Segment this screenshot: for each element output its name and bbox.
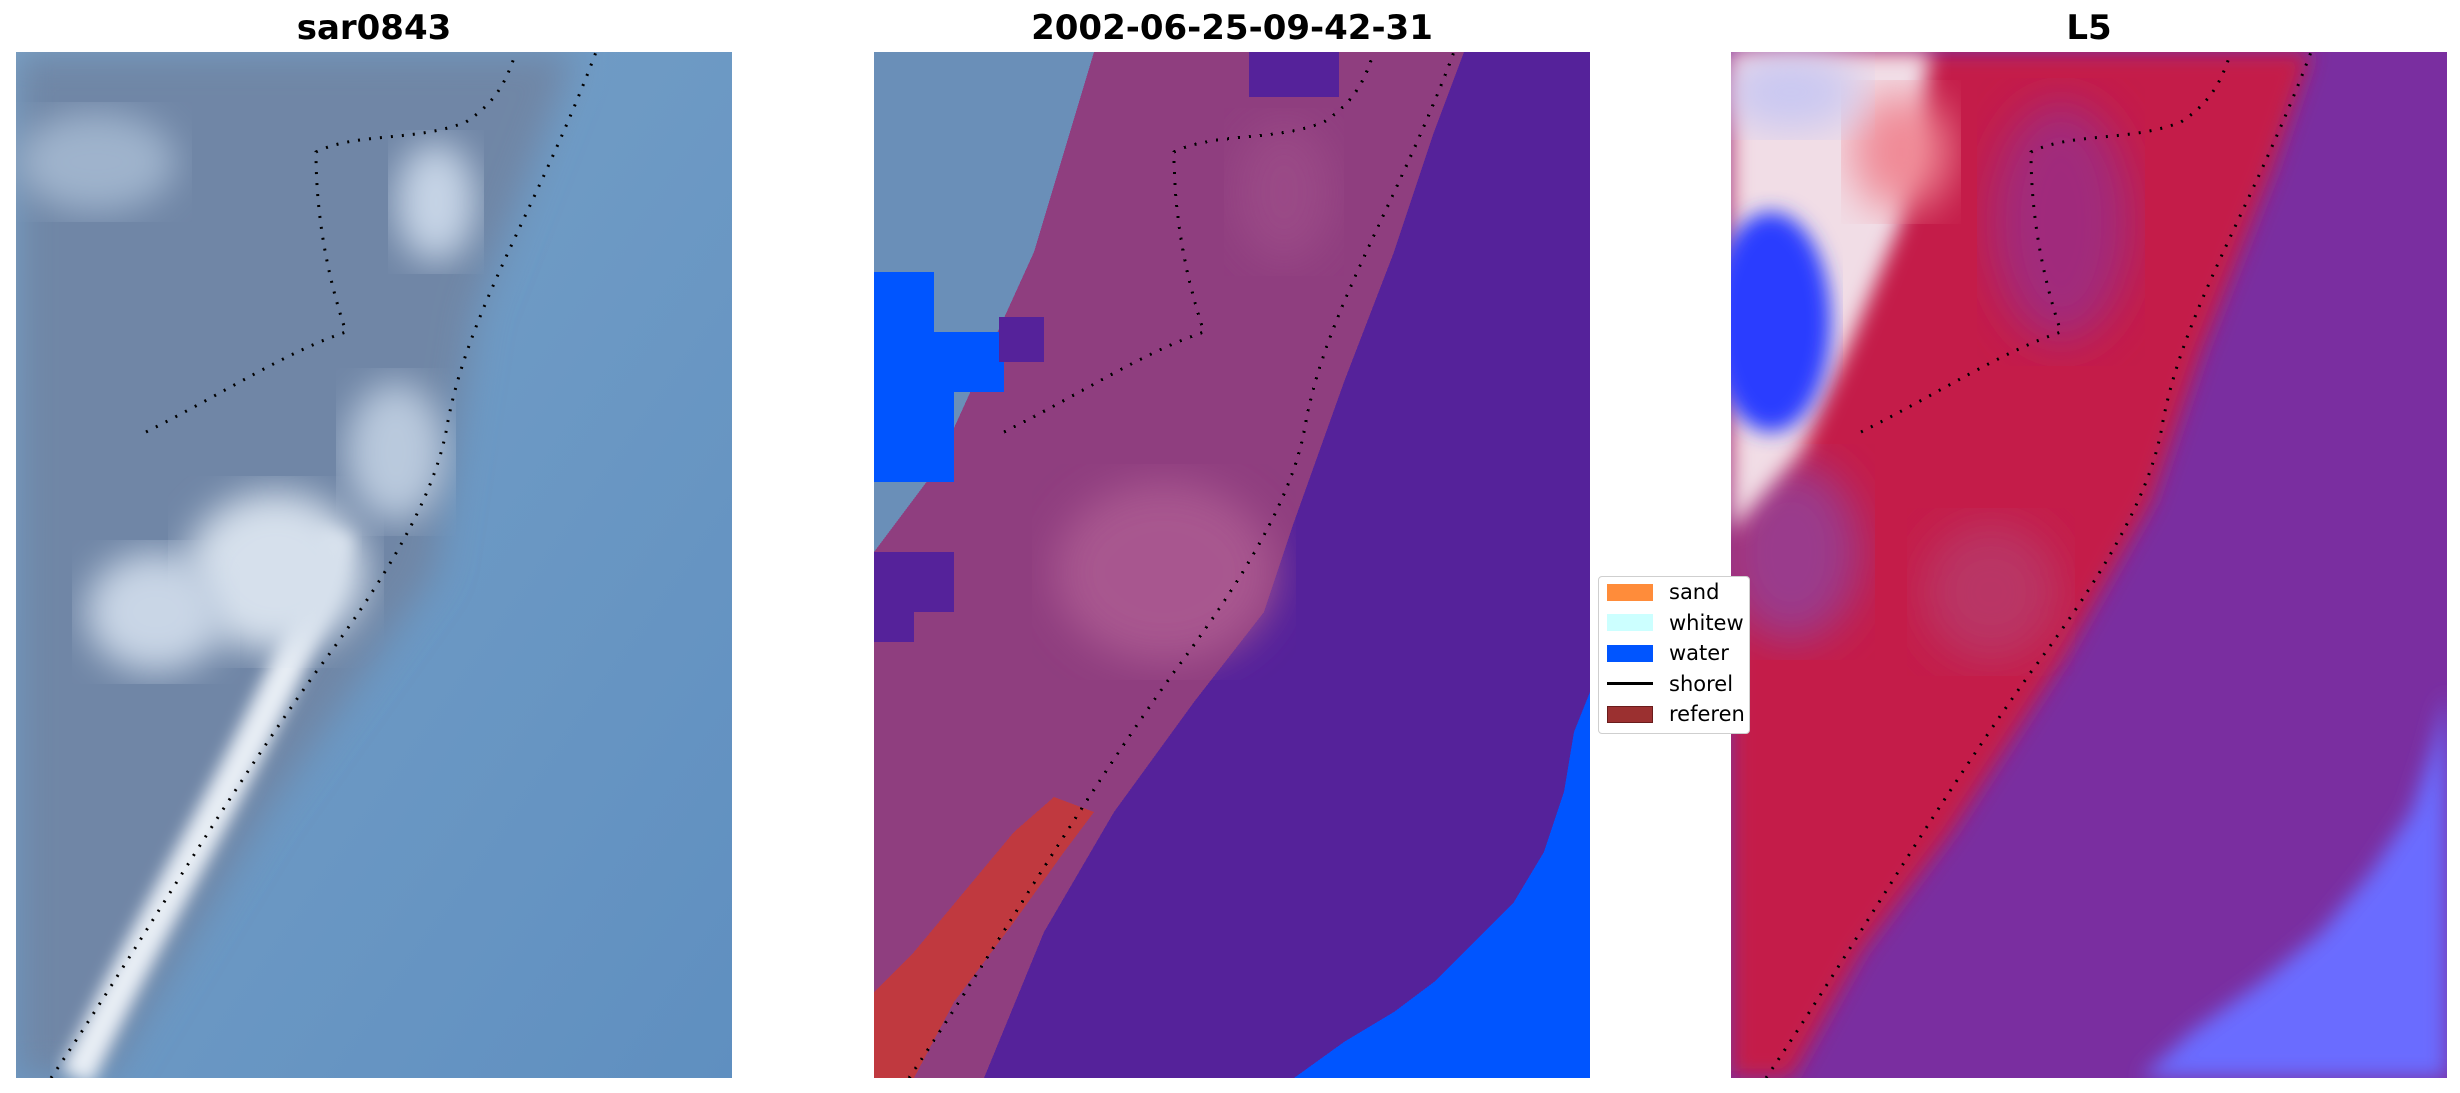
index-panel (1731, 52, 2447, 1078)
legend-item-water: water (1599, 638, 1749, 669)
legend-item-whitewater: whitew (1599, 608, 1749, 639)
rgb-image (16, 52, 732, 1078)
legend-swatch-reference (1607, 705, 1653, 723)
legend-item-shoreline: shorel (1599, 669, 1749, 700)
legend-label: referen (1669, 702, 1745, 727)
legend-label: sand (1669, 580, 1720, 605)
legend-item-reference: referen (1599, 699, 1749, 730)
legend-swatch-water (1607, 644, 1653, 662)
legend-line-shoreline (1607, 682, 1653, 686)
legend-label: water (1669, 641, 1729, 666)
panel-title-index: L5 (2066, 8, 2112, 48)
classification-image (874, 52, 1590, 1078)
index-image (1731, 52, 2447, 1078)
legend-swatch-whitewater (1607, 614, 1653, 632)
classification-panel (874, 52, 1590, 1078)
panel-title-rgb: sar0843 (296, 8, 452, 48)
legend-swatch-sand (1607, 583, 1653, 601)
rgb-image-panel (16, 52, 732, 1078)
panel-title-classification: 2002-06-25-09-42-31 (1031, 8, 1433, 48)
legend: sand whitew water shorel referen (1598, 576, 1750, 734)
legend-item-sand: sand (1599, 577, 1749, 608)
legend-label: whitew (1669, 610, 1744, 635)
legend-label: shorel (1669, 671, 1734, 696)
